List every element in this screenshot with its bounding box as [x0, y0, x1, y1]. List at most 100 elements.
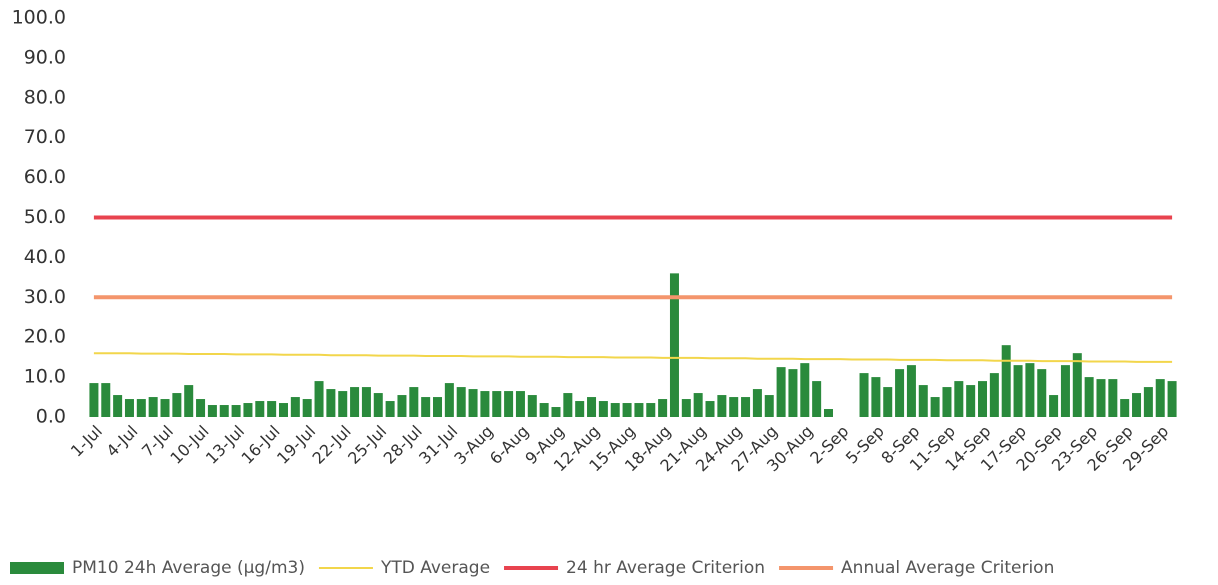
- bar: [444, 383, 454, 417]
- bar: [480, 391, 490, 417]
- bar: [978, 381, 988, 417]
- bar: [681, 399, 691, 417]
- bar: [385, 401, 395, 417]
- bar: [196, 399, 206, 417]
- x-tick-label: 19-Jul: [273, 422, 319, 468]
- bar: [1001, 345, 1011, 417]
- bar: [658, 399, 668, 417]
- x-tick-label: 28-Jul: [380, 422, 426, 468]
- x-tick-label: 1-Jul: [67, 422, 106, 461]
- bar: [563, 393, 573, 417]
- bar: [812, 381, 822, 417]
- bar: [646, 403, 656, 417]
- y-tick-label: 40.0: [24, 246, 66, 268]
- x-tick-label: 4-Jul: [102, 422, 141, 461]
- bar: [859, 373, 869, 417]
- bar: [1060, 365, 1070, 417]
- bar: [800, 363, 810, 417]
- bar: [184, 385, 194, 417]
- bar: [160, 399, 170, 417]
- x-tick-label: 5-Sep: [842, 422, 888, 468]
- bar: [326, 389, 336, 417]
- bar: [1155, 379, 1165, 417]
- bar: [504, 391, 514, 417]
- bar: [1084, 377, 1094, 417]
- bar: [895, 369, 905, 417]
- x-tick-label: 6-Aug: [486, 422, 533, 469]
- bar: [1167, 381, 1177, 417]
- x-tick-label: 10-Jul: [166, 422, 212, 468]
- y-tick-label: 70.0: [24, 126, 66, 148]
- bar: [634, 403, 644, 417]
- bar: [776, 367, 786, 417]
- y-tick-label: 100.0: [12, 7, 66, 29]
- bar: [101, 383, 111, 417]
- legend-label: PM10 24h Average (µg/m3): [72, 558, 305, 578]
- bar: [527, 395, 537, 417]
- bar: [113, 395, 123, 417]
- bar: [278, 403, 288, 417]
- bar: [729, 397, 739, 417]
- bar: [231, 405, 241, 417]
- bar: [350, 387, 360, 417]
- bar: [575, 401, 585, 417]
- bar: [267, 401, 277, 417]
- bar: [468, 389, 478, 417]
- bar: [551, 407, 561, 417]
- y-tick-label: 20.0: [24, 326, 66, 348]
- legend-label: 24 hr Average Criterion: [566, 558, 765, 578]
- bar: [1108, 379, 1118, 417]
- x-tick-label: 31-Jul: [415, 422, 461, 468]
- bar: [598, 401, 608, 417]
- bar: [587, 397, 597, 417]
- legend-label: Annual Average Criterion: [841, 558, 1054, 578]
- y-tick-label: 10.0: [24, 366, 66, 388]
- bar: [148, 397, 158, 417]
- bar: [669, 273, 679, 417]
- x-tick-label: 16-Jul: [237, 422, 283, 468]
- bar: [788, 369, 798, 417]
- bar: [954, 381, 964, 417]
- bar: [823, 409, 833, 417]
- bar: [883, 387, 893, 417]
- bar: [717, 395, 727, 417]
- bar: [397, 395, 407, 417]
- bar: [1025, 363, 1035, 417]
- bar: [302, 399, 312, 417]
- bar: [989, 373, 999, 417]
- bar: [361, 387, 371, 417]
- bar: [610, 403, 620, 417]
- bar: [622, 403, 632, 417]
- line: [93, 352, 1173, 363]
- y-tick-label: 80.0: [24, 86, 66, 108]
- bar: [918, 385, 928, 417]
- bar: [1096, 379, 1106, 417]
- bar: [741, 397, 751, 417]
- y-tick-label: 0.0: [36, 406, 66, 428]
- y-tick-label: 30.0: [24, 286, 66, 308]
- legend-item: 24 hr Average Criterion: [504, 558, 765, 578]
- legend-item: YTD Average: [318, 558, 490, 578]
- bar: [1132, 393, 1142, 417]
- bar: [539, 403, 549, 417]
- y-tick-label: 60.0: [24, 166, 66, 188]
- bar: [136, 399, 146, 417]
- bar: [89, 383, 99, 417]
- bar: [373, 393, 383, 417]
- bar: [930, 397, 940, 417]
- bar: [255, 401, 265, 417]
- bar: [243, 403, 253, 417]
- bar: [1013, 365, 1023, 417]
- bar: [966, 385, 976, 417]
- bar: [290, 397, 300, 417]
- legend-item: PM10 24h Average (µg/m3): [10, 558, 305, 578]
- x-tick-label: 25-Jul: [344, 422, 390, 468]
- legend-item: Annual Average Criterion: [779, 558, 1054, 578]
- x-tick-label: 2-Sep: [806, 422, 852, 468]
- y-tick-label: 90.0: [24, 46, 66, 68]
- bar: [1072, 353, 1082, 417]
- bar: [456, 387, 466, 417]
- bar: [338, 391, 348, 417]
